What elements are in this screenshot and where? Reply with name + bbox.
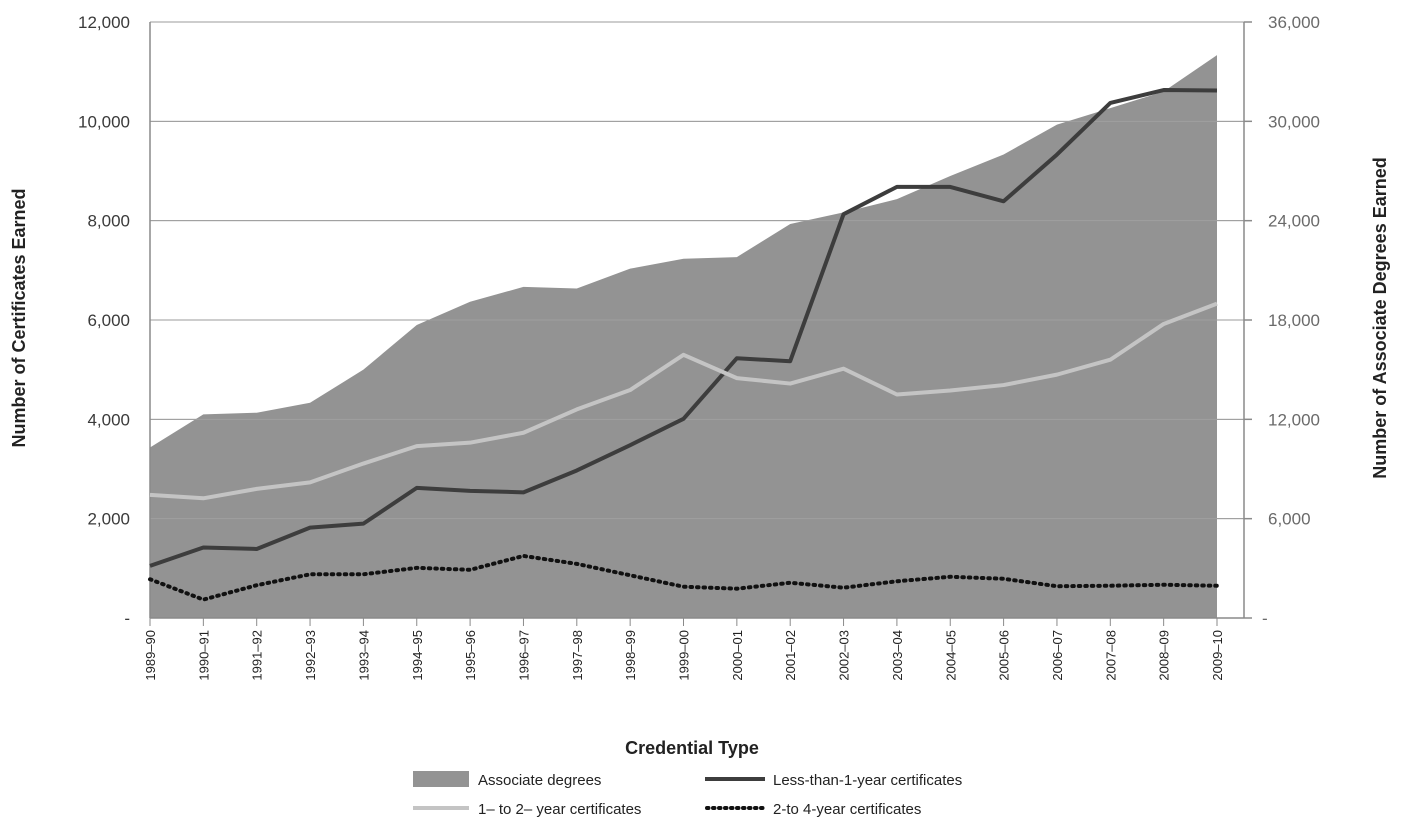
y-tick-label-left: 8,000 — [87, 212, 130, 231]
x-tick-label: 1989–90 — [143, 630, 158, 681]
y-tick-label-left: 10,000 — [78, 112, 130, 131]
y-tick-label-right: 6,000 — [1268, 510, 1311, 529]
x-tick-label: 1994–95 — [410, 630, 425, 681]
legend: Associate degrees Less-than-1-year certi… — [413, 771, 962, 818]
x-tick-label: 2005–06 — [997, 630, 1012, 681]
y-axis-title-right: Number of Associate Degrees Earned — [1370, 157, 1390, 478]
x-tick-label: 2003–04 — [890, 630, 905, 681]
series-line-2-to-4-year-certificates — [148, 553, 1219, 602]
y-tick-label-left: 6,000 — [87, 311, 130, 330]
y-tick-label-right: - — [1262, 609, 1268, 628]
legend-swatch-associate-degrees — [413, 771, 469, 787]
legend-label-2-to-4-year: 2-to 4-year certificates — [773, 801, 921, 818]
x-tick-label: 2000–01 — [730, 630, 745, 681]
y-tick-label-right: 12,000 — [1268, 410, 1320, 429]
series-area-associate-degrees — [150, 55, 1217, 619]
x-tick-label: 2009–10 — [1210, 630, 1225, 681]
tick-labels: - 2,000 4,000 6,000 8,000 10,000 12,000 - 6,000 1… — [78, 13, 1320, 681]
y-tick-label-left: 12,000 — [78, 13, 130, 32]
y-axis-title-left: Number of Certificates Earned — [9, 188, 29, 447]
x-tick-label: 1990–91 — [196, 630, 211, 681]
x-tick-label: 1995–96 — [463, 630, 478, 681]
x-tick-label: 1992–93 — [303, 630, 318, 681]
y-tick-label-right: 18,000 — [1268, 311, 1320, 330]
series-lines — [148, 88, 1219, 602]
x-tick-label: 2007–08 — [1103, 630, 1118, 681]
series-line-less-than-1-year-certificates — [149, 88, 1218, 568]
x-tick-label: 2002–03 — [837, 630, 852, 681]
y-tick-label-right: 36,000 — [1268, 13, 1320, 32]
legend-label-less-than-1-year: Less-than-1-year certificates — [773, 772, 962, 789]
x-tick-label: 2006–07 — [1050, 630, 1065, 681]
x-tick-label: 1991–92 — [250, 630, 265, 681]
legend-label-associate-degrees: Associate degrees — [478, 772, 601, 789]
x-axis-title: Credential Type — [625, 738, 759, 758]
gridlines-over-area — [150, 21, 1244, 520]
y-tick-label-left: 2,000 — [87, 510, 130, 529]
x-tick-label: 1997–98 — [570, 630, 585, 681]
y-tick-label-left: 4,000 — [87, 410, 130, 429]
legend-label-1-to-2-year: 1– to 2– year certificates — [478, 801, 641, 818]
axes — [149, 21, 1252, 626]
x-tick-label: 2008–09 — [1157, 630, 1172, 681]
series-line-1-to-2-year-certificates — [149, 301, 1218, 501]
y-tick-label-right: 24,000 — [1268, 212, 1320, 231]
x-tick-label: 2004–05 — [943, 630, 958, 681]
y-tick-label-left: - — [124, 609, 130, 628]
x-tick-label: 1999–00 — [677, 630, 692, 681]
area-layer — [150, 55, 1217, 619]
y-tick-label-right: 30,000 — [1268, 112, 1320, 131]
x-tick-label: 2001–02 — [783, 630, 798, 681]
x-tick-label: 1993–94 — [356, 630, 371, 681]
x-tick-label: 1996–97 — [516, 630, 531, 681]
x-tick-label: 1998–99 — [623, 630, 638, 681]
